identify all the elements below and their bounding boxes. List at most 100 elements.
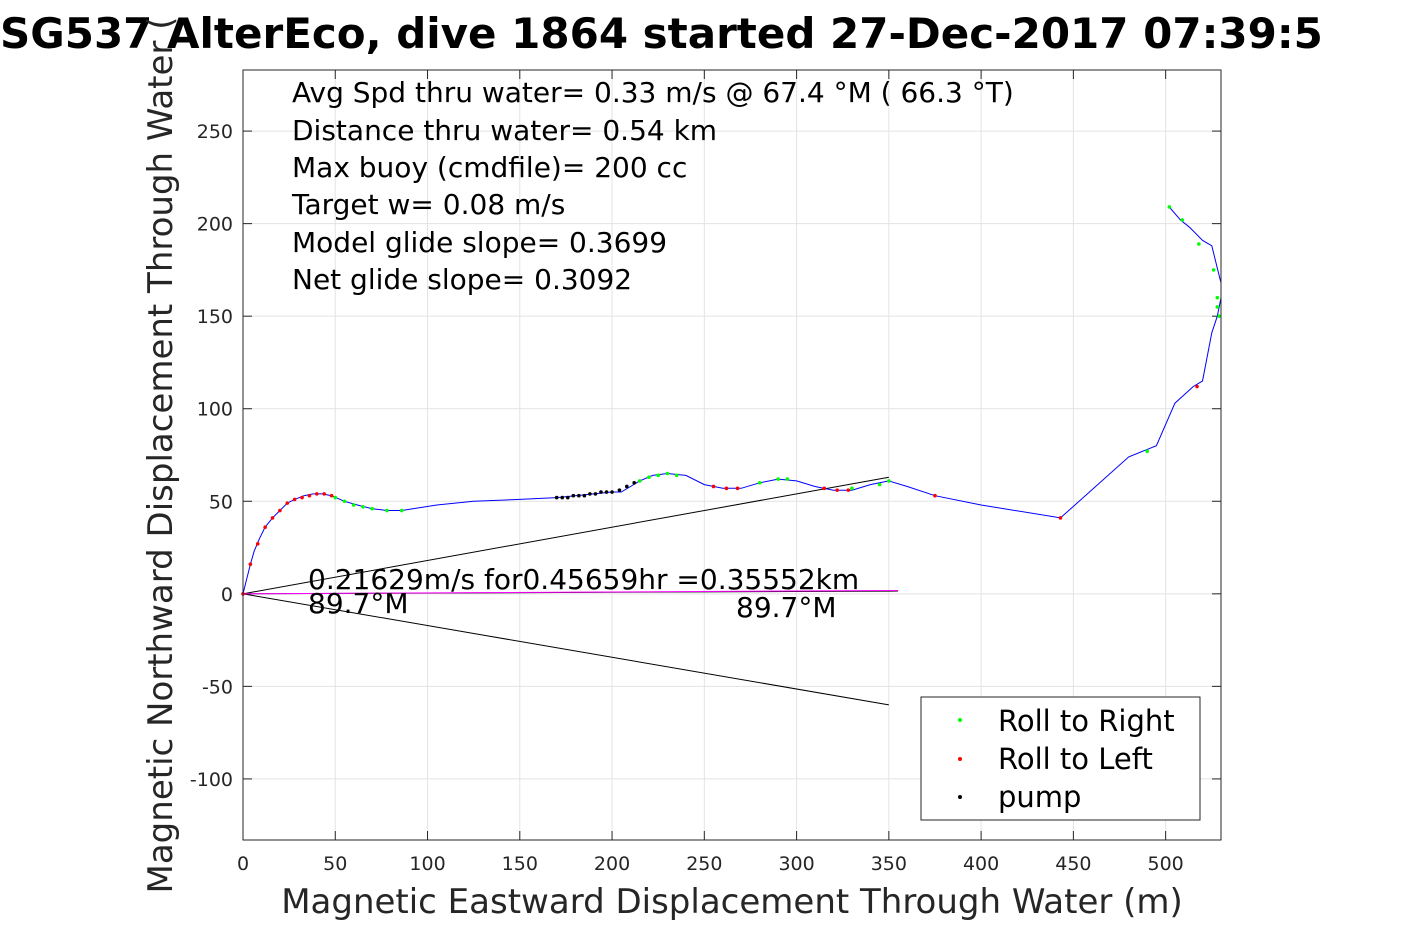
roll-right-point — [656, 473, 660, 478]
roll-right-point — [1167, 205, 1172, 209]
x-tick-label: 50 — [323, 853, 347, 875]
legend-marker-roll-left — [958, 757, 962, 761]
y-tick-label: -50 — [202, 676, 233, 698]
roll-left-point — [270, 516, 275, 520]
roll-left-point — [846, 488, 851, 492]
x-tick-label: 400 — [963, 853, 999, 875]
annotation-net-glide-slope: Net glide slope= 0.3092 — [292, 263, 632, 296]
roll-left-point — [285, 501, 290, 505]
legend: Roll to Right Roll to Left pump — [920, 696, 1201, 821]
roll-left-point — [263, 525, 267, 529]
roll-right-point — [370, 506, 374, 511]
y-tick-label: 250 — [197, 121, 233, 143]
pump-point — [599, 490, 603, 494]
heading-cone-line — [242, 593, 889, 706]
roll-left-point — [933, 493, 937, 498]
roll-left-point — [835, 488, 839, 492]
roll-left-point — [307, 493, 312, 498]
heading-label-end: 89.7°M — [736, 591, 837, 624]
pump-point — [610, 490, 614, 494]
roll-right-point — [887, 479, 891, 483]
annotation-model-glide-slope: Model glide slope= 0.3699 — [292, 226, 667, 259]
roll-right-point — [877, 482, 882, 487]
y-tick-label: 100 — [197, 399, 233, 421]
pump-point — [554, 495, 559, 500]
roll-right-point — [342, 499, 347, 504]
roll-right-point — [1211, 268, 1216, 272]
legend-marker-roll-right — [958, 718, 962, 722]
pump-point — [582, 493, 587, 498]
roll-right-point — [399, 508, 404, 513]
y-tick-label: 50 — [209, 491, 233, 513]
roll-right-point — [1217, 314, 1221, 318]
roll-left-point — [329, 493, 334, 498]
x-tick-label: 150 — [502, 853, 538, 875]
plot-frame — [242, 69, 1222, 841]
roll-left-point — [300, 495, 304, 500]
pump-point — [604, 490, 609, 494]
roll-left-point — [1195, 384, 1199, 389]
x-tick-label: 450 — [1055, 853, 1091, 875]
annotation-block: Avg Spd thru water= 0.33 m/s @ 67.4 °M (… — [291, 76, 1014, 296]
legend-label-pump: pump — [998, 780, 1081, 814]
pump-point — [625, 484, 629, 489]
pump-point — [560, 495, 565, 500]
roll-left-point — [724, 486, 729, 491]
chart-title: SG537 AlterEco, dive 1864 started 27-Dec… — [0, 9, 1323, 58]
heading-label-start: 89.7°M — [308, 587, 409, 620]
x-tick-label: 250 — [686, 853, 722, 875]
pump-point — [593, 492, 598, 496]
y-tick-label: 150 — [197, 306, 233, 328]
roll-left-point — [322, 492, 326, 496]
pump-point — [565, 495, 570, 500]
roll-right-point — [1145, 449, 1149, 454]
x-tick-label: 0 — [237, 853, 249, 875]
annotation-distance: Distance thru water= 0.54 km — [292, 114, 717, 147]
roll-right-point — [1215, 295, 1220, 300]
x-tick-label: 100 — [409, 853, 445, 875]
x-tick-label: 500 — [1148, 853, 1184, 875]
roll-right-point — [385, 508, 389, 513]
roll-right-point — [785, 477, 790, 481]
x-axis-label: Magnetic Eastward Displacement Through W… — [281, 882, 1183, 922]
roll-right-point — [1197, 242, 1201, 246]
roll-right-point — [647, 475, 651, 480]
annotation-max-buoy: Max buoy (cmdfile)= 200 cc — [292, 151, 687, 184]
roll-left-point — [711, 484, 716, 489]
roll-left-point — [255, 542, 260, 546]
roll-left-point — [278, 508, 282, 513]
roll-left-point — [292, 497, 297, 502]
heading-cone-line — [242, 476, 889, 595]
roll-left-point — [735, 486, 740, 491]
current-label: 0.21629m/s for0.45659hr =0.35552km — [308, 563, 859, 596]
pump-point — [571, 493, 576, 498]
legend-label-roll-right: Roll to Right — [998, 704, 1175, 738]
roll-right-point — [665, 471, 670, 476]
roll-right-point — [1180, 218, 1185, 222]
pump-point — [617, 488, 622, 492]
axis-ticks: 0 50 100 150 200 250 300 350 400 450 500 -100 -50 0 50… — [190, 70, 1221, 875]
current-vector-line — [242, 589, 899, 595]
marker-points — [241, 205, 1221, 596]
roll-right-point — [757, 480, 762, 485]
roll-left-point — [248, 562, 253, 567]
grid-lines — [242, 70, 1221, 840]
annotation-target-w: Target w= 0.08 m/s — [291, 188, 565, 221]
y-tick-label: 0 — [221, 584, 233, 606]
y-tick-label: 200 — [197, 214, 233, 236]
legend-label-roll-left: Roll to Left — [998, 742, 1153, 776]
x-tick-label: 200 — [594, 853, 630, 875]
pump-point — [588, 492, 592, 496]
roll-right-point — [333, 495, 338, 500]
legend-marker-pump — [958, 795, 962, 799]
legend-box — [920, 696, 1201, 821]
roll-right-point — [776, 477, 780, 481]
x-tick-label: 300 — [778, 853, 814, 875]
roll-left-point — [315, 492, 319, 496]
y-axis-label: Magnetic Northward Displacement Through … — [141, 17, 181, 894]
annotation-avg-speed: Avg Spd thru water= 0.33 m/s @ 67.4 °M (… — [292, 76, 1014, 109]
pump-point — [632, 480, 636, 485]
y-tick-label: -100 — [190, 769, 233, 791]
reference-lines — [242, 476, 899, 706]
